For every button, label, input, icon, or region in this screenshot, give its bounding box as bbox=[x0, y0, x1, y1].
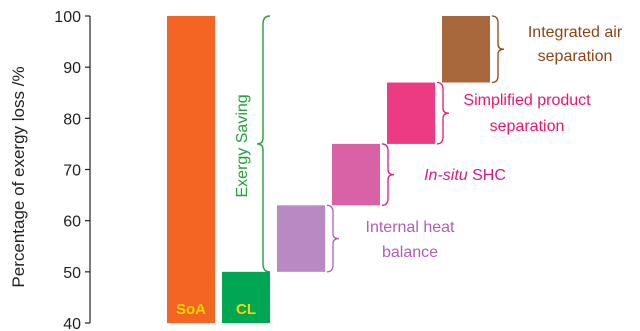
annotation-label-1: In-situ SHC bbox=[424, 167, 506, 184]
bar-3 bbox=[332, 143, 380, 206]
bars: SoA CL bbox=[167, 16, 490, 323]
annotations: Internal heat balance In-situ SHC Simplifie… bbox=[326, 15, 623, 273]
annotation-label-0-line-0: Internal heat bbox=[366, 219, 456, 236]
exergy-saving-brace bbox=[256, 15, 271, 273]
annotation-label-3-line-1: separation bbox=[538, 48, 613, 65]
exergy-saving-label: Exergy Saving bbox=[234, 94, 251, 197]
annotation-label-0-line-1: balance bbox=[382, 244, 438, 261]
annotation-label-1-part-1: SHC bbox=[468, 167, 506, 184]
bar-4 bbox=[387, 82, 435, 144]
bar-label-cl: CL bbox=[236, 301, 256, 318]
bar-2 bbox=[277, 205, 325, 272]
bar-5 bbox=[442, 16, 490, 83]
y-tick-label: 50 bbox=[63, 265, 81, 282]
annotation-label-2-line-1: separation bbox=[490, 118, 565, 135]
annotation-brace-3 bbox=[491, 15, 505, 84]
annotation-label-3-line-0: Integrated air bbox=[528, 24, 623, 41]
annotation-brace-2 bbox=[436, 81, 450, 145]
annotation-label-2-line-0: Simplified product bbox=[463, 92, 591, 109]
annotation-brace-1 bbox=[381, 143, 395, 206]
bar-0 bbox=[167, 16, 215, 323]
exergy-saving-span: Exergy Saving bbox=[234, 15, 271, 273]
y-axis: 40 50 60 70 80 90 100 bbox=[54, 9, 91, 331]
y-tick-label: 70 bbox=[63, 163, 81, 180]
y-axis-title: Percentage of exergy loss /% bbox=[9, 66, 28, 287]
y-tick-label: 60 bbox=[63, 214, 81, 231]
annotation-label-1-part-0: In-situ bbox=[424, 167, 468, 184]
y-tick-label: 100 bbox=[54, 9, 81, 26]
y-tick-label: 40 bbox=[63, 316, 81, 331]
y-tick-label: 80 bbox=[63, 111, 81, 128]
bar-label-soa: SoA bbox=[176, 301, 206, 318]
y-tick-label: 90 bbox=[63, 60, 81, 77]
bar-1 bbox=[222, 271, 270, 323]
annotation-brace-0 bbox=[326, 204, 340, 273]
